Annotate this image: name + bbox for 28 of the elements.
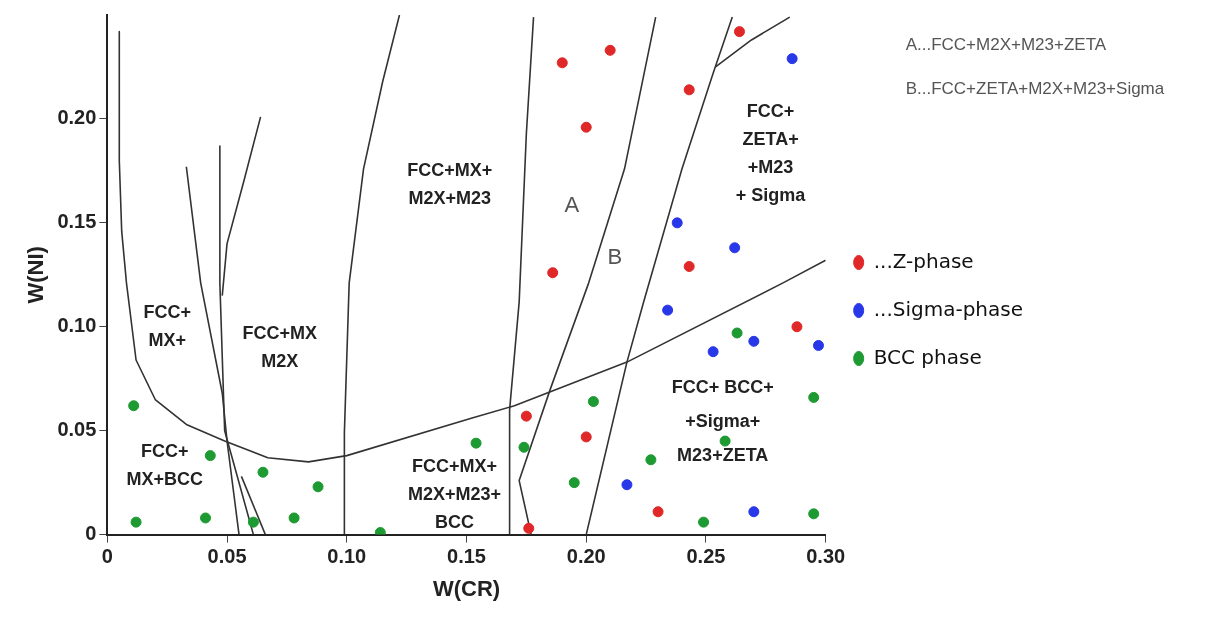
- legend-label: ...Sigma-phase: [873, 296, 1023, 321]
- x-tick-label: 0.20: [566, 545, 606, 568]
- annotation: FCC+ ZETA+ +M23 + Sigma: [735, 101, 807, 206]
- annotation: FCC+MX+ M2X+M23: [407, 160, 493, 209]
- annotation: FCC+MX M2X: [242, 322, 317, 371]
- x-axis-title: W(CR): [432, 575, 501, 601]
- y-tick-label: 0.05: [57, 418, 97, 441]
- x-tick-label: 0.30: [806, 545, 846, 568]
- y-tick-label: 0.15: [57, 210, 97, 233]
- x-tick-label: 0.25: [686, 545, 726, 568]
- annotation: FCC+ MX+: [143, 301, 191, 350]
- text: A...FCC+M2X+M23+ZETA: [905, 34, 1107, 54]
- x-tick-label: 0.05: [207, 545, 247, 568]
- annotation: FCC+MX+ M2X+M23+ BCC: [408, 456, 502, 533]
- x-tick-label: 0: [101, 545, 113, 568]
- y-tick-label: 0: [85, 522, 97, 545]
- x-tick-label: 0.15: [447, 545, 486, 568]
- annotation: A: [564, 192, 580, 218]
- text: B...FCC+ZETA+M2X+M23+Sigma: [905, 78, 1165, 98]
- legend-label: ...Z-phase: [873, 248, 974, 273]
- annotation: FCC+ MX+BCC: [126, 440, 204, 489]
- y-tick-label: 0.10: [57, 314, 97, 337]
- y-tick-label: 0.20: [57, 106, 97, 129]
- annotation: B: [607, 244, 623, 270]
- x-tick-label: 0.10: [327, 545, 367, 568]
- y-axis-title: W(NI): [23, 246, 49, 304]
- legend-label: BCC phase: [873, 344, 982, 369]
- annotation: FCC+ BCC+ +Sigma+ M23+ZETA: [671, 377, 774, 466]
